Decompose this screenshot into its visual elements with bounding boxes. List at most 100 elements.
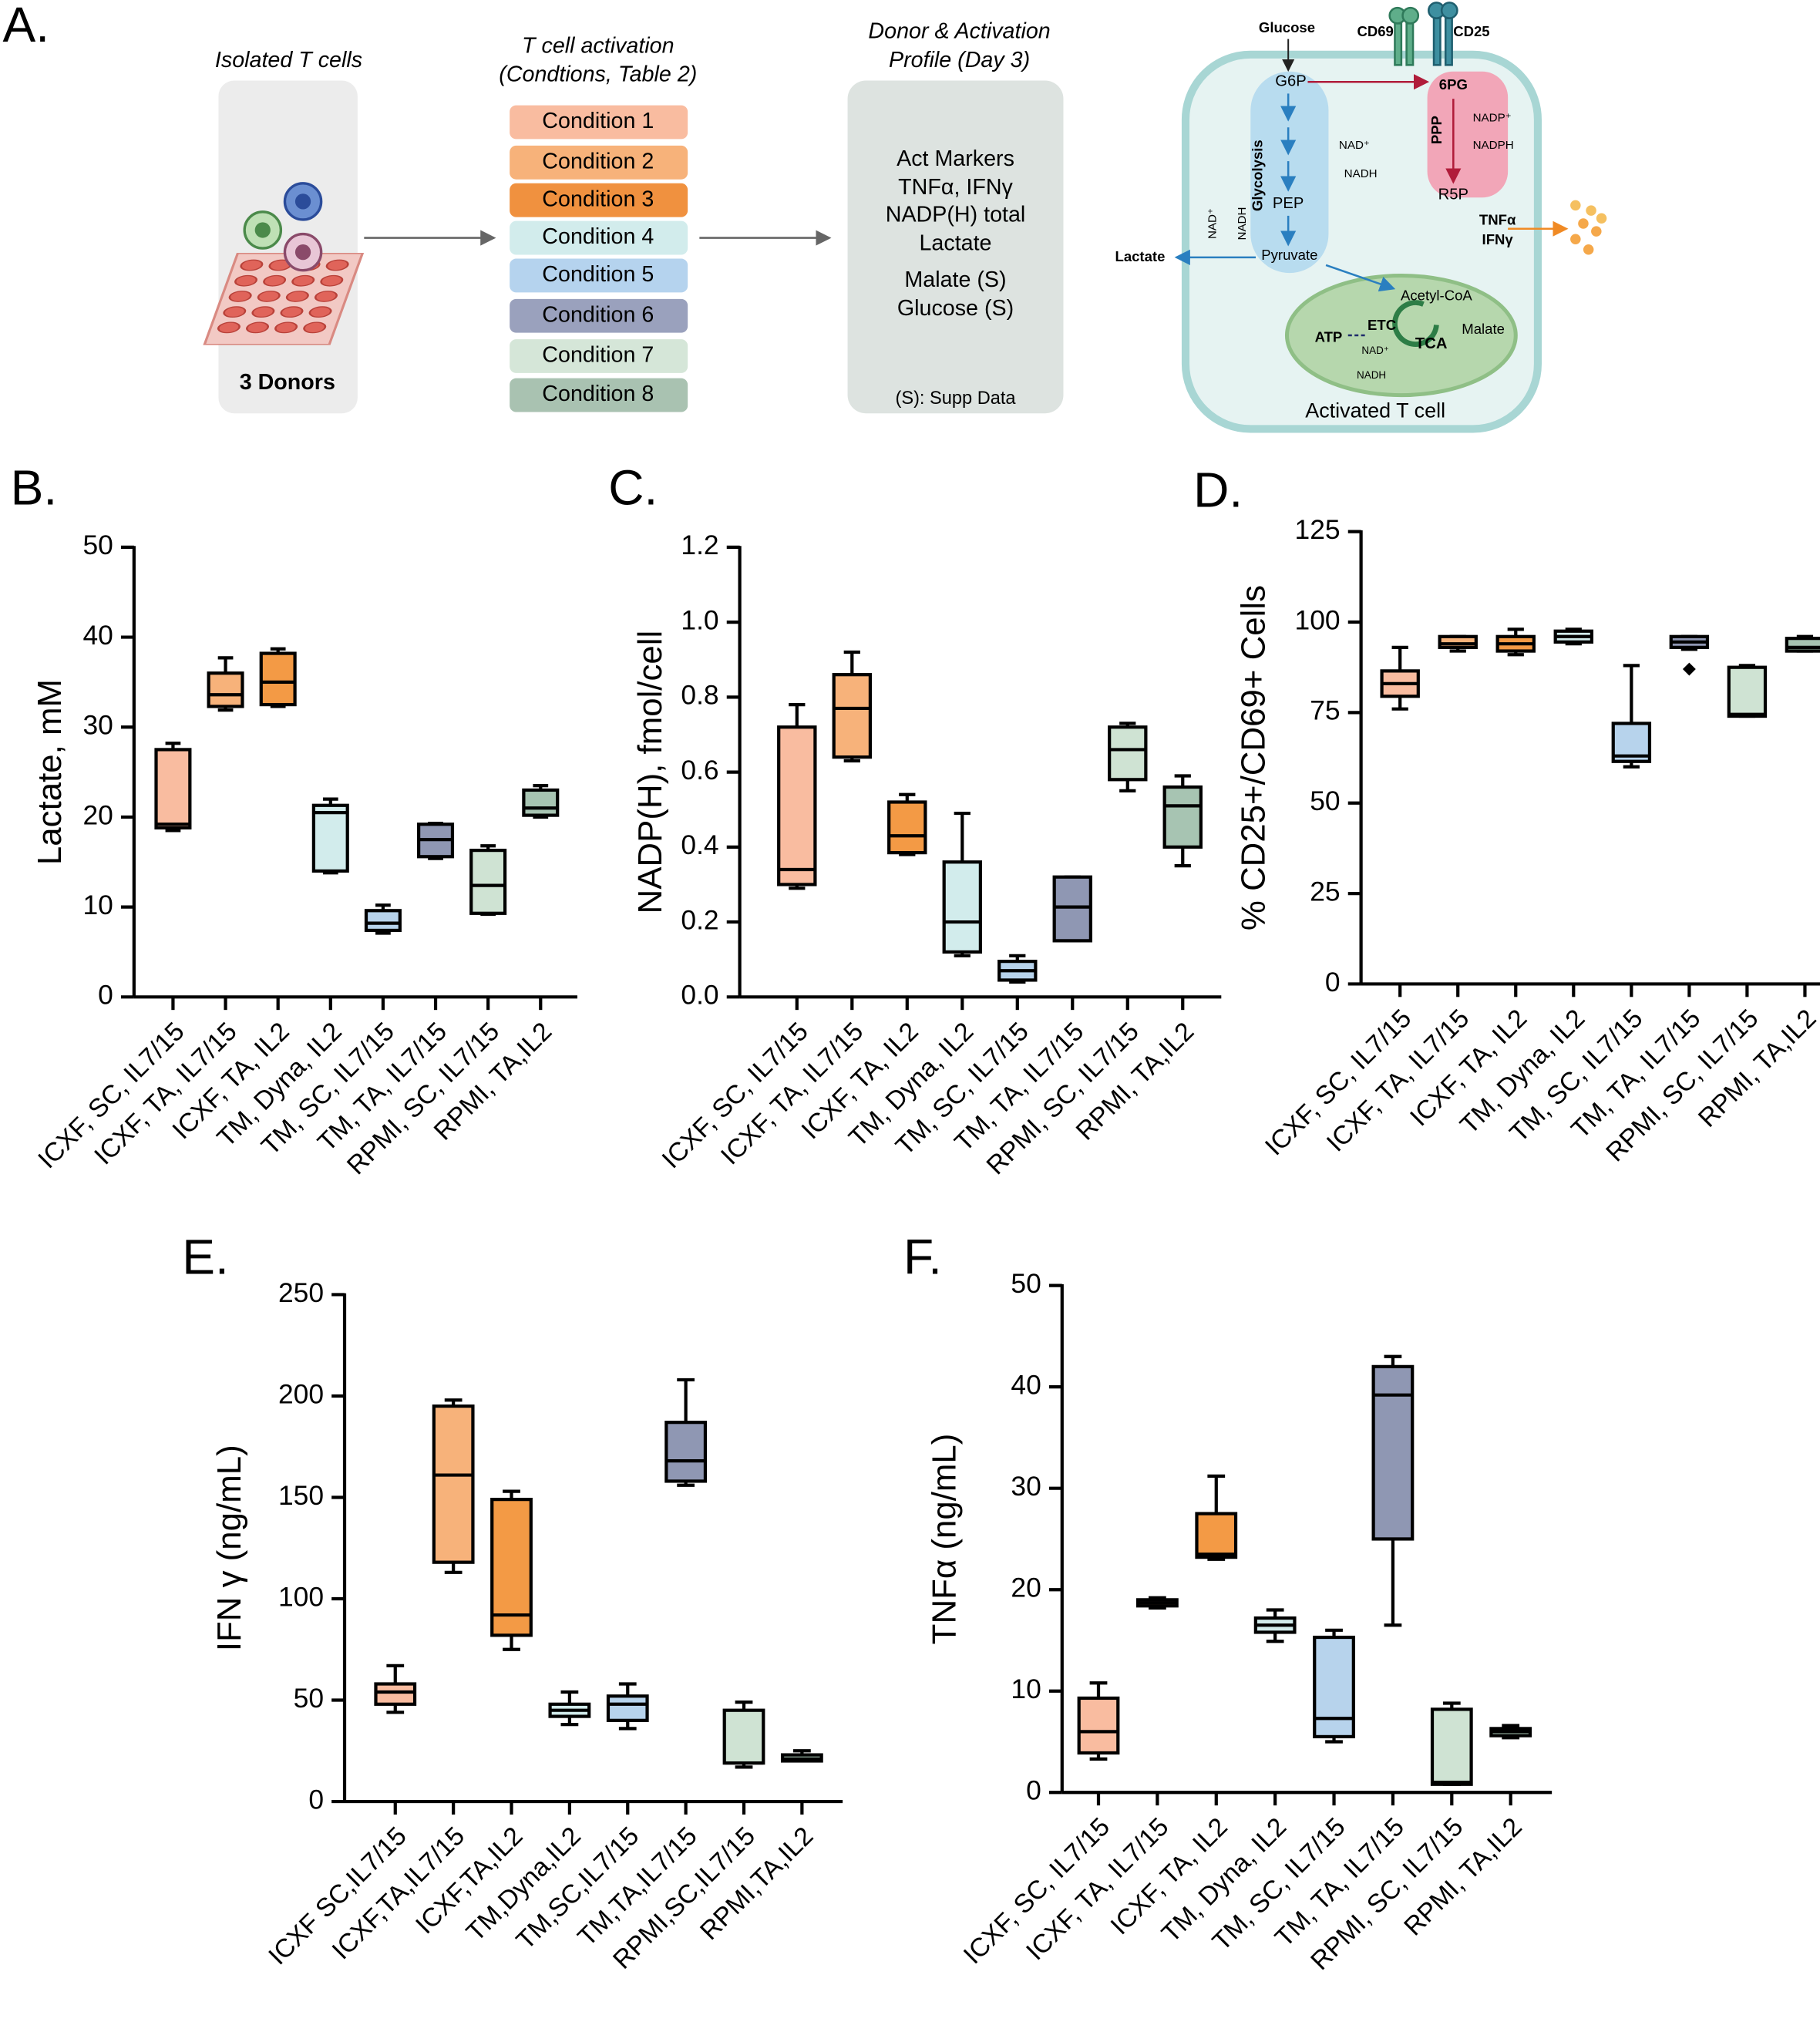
y-tick-label: 0 xyxy=(1026,1775,1041,1806)
y-axis-title: IFN γ (ng/mL) xyxy=(210,1445,248,1651)
diagram-label: TCA xyxy=(1415,335,1448,352)
y-tick-label: 1.2 xyxy=(681,530,718,560)
diagram-label: 3 Donors xyxy=(240,370,335,395)
panel-label: D. xyxy=(1193,463,1243,518)
diagram-label: PEP xyxy=(1273,195,1304,212)
y-axis-title: Lactate, mM xyxy=(31,679,69,865)
box xyxy=(311,803,349,873)
box xyxy=(364,909,402,933)
y-tick-label: 40 xyxy=(1011,1370,1041,1401)
box xyxy=(490,1498,533,1637)
condition-box xyxy=(510,378,688,412)
condition-label: Condition 1 xyxy=(542,109,654,133)
diagram-label: Act Markers xyxy=(897,146,1014,171)
condition-label: Condition 4 xyxy=(542,224,654,249)
diagram-label: Glucose xyxy=(1259,19,1315,35)
diagram-label: NAD⁺ xyxy=(1339,139,1370,152)
diagram-label: NADH xyxy=(1344,167,1378,180)
y-tick-label: 20 xyxy=(82,799,113,830)
y-tick-label: 0.6 xyxy=(681,755,718,786)
y-tick-label: 0.0 xyxy=(681,980,718,1011)
diagram-label: R5P xyxy=(1438,186,1468,203)
diagram-label: Malate (S) xyxy=(904,267,1006,292)
diagram-label: NADH xyxy=(1236,207,1249,241)
panel-label: E. xyxy=(182,1230,229,1285)
box xyxy=(664,1421,708,1483)
condition-label: Condition 8 xyxy=(542,382,654,406)
diagram-label: CD25 xyxy=(1453,23,1489,39)
diagram-label: CD69 xyxy=(1357,23,1393,39)
profile-box xyxy=(847,80,1064,414)
box xyxy=(606,1694,649,1722)
y-axis-title: % CD25+/CD69+ Cells xyxy=(1235,585,1273,930)
box xyxy=(1727,665,1768,718)
box xyxy=(777,725,817,886)
diagram-label: Activated T cell xyxy=(1305,399,1445,422)
box xyxy=(374,1682,417,1706)
box xyxy=(1195,1512,1238,1559)
diagram-label: Acetyl-CoA xyxy=(1401,287,1472,303)
condition-box xyxy=(510,339,688,373)
condition-label: Condition 6 xyxy=(542,302,654,327)
y-tick-label: 150 xyxy=(278,1480,324,1511)
ppp-compartment xyxy=(1427,71,1509,198)
y-tick-label: 0 xyxy=(1325,967,1341,997)
diagram-label: Malate xyxy=(1462,321,1505,337)
box xyxy=(1785,637,1820,653)
box xyxy=(522,788,560,817)
panel-label: B. xyxy=(11,459,58,515)
panel-label: A. xyxy=(3,0,50,52)
pathway-arrow xyxy=(1325,264,1396,292)
y-tick-label: 50 xyxy=(1310,786,1340,816)
box xyxy=(1371,1364,1415,1541)
diagram-label: TNFα, IFNγ xyxy=(898,175,1013,200)
box xyxy=(1313,1635,1355,1739)
diagram-label: NADPH xyxy=(1473,139,1514,152)
y-tick-label: 200 xyxy=(278,1378,324,1409)
box xyxy=(259,651,297,707)
diagram-label: 6PG xyxy=(1439,76,1468,93)
box xyxy=(207,671,244,708)
box xyxy=(469,849,507,915)
condition-label: Condition 7 xyxy=(542,343,654,368)
box xyxy=(1108,725,1148,782)
condition-box xyxy=(510,145,688,180)
diagram-label: Donor & Activation xyxy=(868,19,1050,44)
y-tick-label: 30 xyxy=(1011,1471,1041,1502)
y-axis-title: NADP(H), fmol/cell xyxy=(631,631,669,914)
box xyxy=(722,1708,765,1765)
y-tick-label: 0 xyxy=(308,1784,324,1815)
diagram-label: Lactate xyxy=(920,231,992,256)
diagram-label: NAD⁺ xyxy=(1361,345,1389,356)
diagram-label: Glucose (S) xyxy=(897,296,1014,321)
diagram-label: T cell activation xyxy=(522,33,675,58)
box xyxy=(1438,634,1478,649)
condition-label: Condition 2 xyxy=(542,149,654,173)
diagram-label: ATP xyxy=(1315,328,1343,345)
diagram-label: (S): Supp Data xyxy=(895,389,1016,409)
diagram-label: Isolated T cells xyxy=(215,48,362,72)
y-tick-label: 40 xyxy=(82,620,113,651)
y-tick-label: 10 xyxy=(1011,1674,1041,1704)
y-tick-label: 100 xyxy=(1295,604,1341,635)
diagram-label: Pyruvate xyxy=(1261,247,1317,263)
cell-icon xyxy=(294,244,311,261)
box xyxy=(942,860,982,954)
diagram-label: (Condtions, Table 2) xyxy=(499,62,697,86)
diagram-label: ETC xyxy=(1368,317,1396,333)
y-tick-label: 20 xyxy=(1011,1573,1041,1603)
diagram-label: G6P xyxy=(1275,73,1306,90)
y-tick-label: 125 xyxy=(1295,514,1341,545)
y-tick-label: 250 xyxy=(278,1277,324,1308)
diagram-label: Lactate xyxy=(1115,248,1166,264)
diagram-label: NADP(H) total xyxy=(886,202,1026,227)
box xyxy=(1162,785,1203,849)
y-tick-label: 0.4 xyxy=(681,829,718,860)
receptor-cd25 xyxy=(1428,2,1458,66)
condition-box xyxy=(510,183,688,217)
condition-box xyxy=(510,258,688,293)
diagram-label: NADP⁺ xyxy=(1473,111,1512,124)
cytokine-dots xyxy=(1570,200,1607,255)
diagram-label: Profile (Day 3) xyxy=(889,48,1030,72)
